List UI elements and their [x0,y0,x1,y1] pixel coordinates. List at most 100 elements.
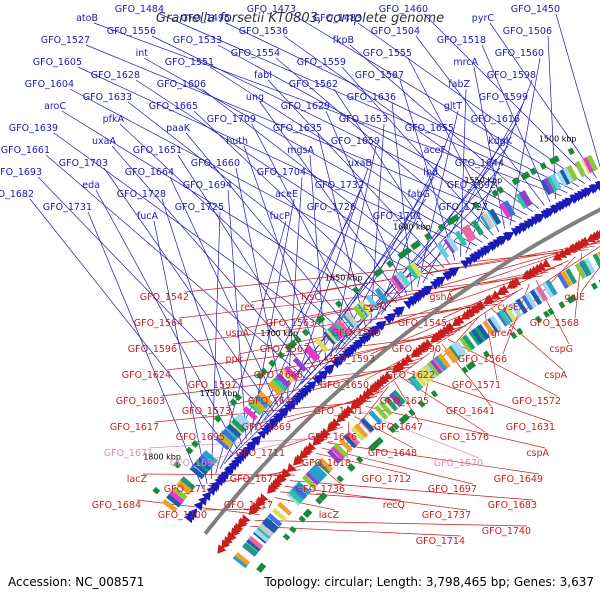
forward-leader-line [489,22,597,178]
forward-leader-line [375,132,451,320]
forward-leader-line [287,176,303,398]
gc-marker [591,282,598,290]
cog-feature-block [384,396,399,412]
gc-marker [371,441,379,450]
forward-gene-arrow [279,406,290,417]
gc-marker [569,294,577,302]
forward-gene-label: GFO_1598 [487,70,536,81]
cog-feature-block [267,513,283,528]
forward-gene-label: GFO_1704 [257,167,306,178]
cog-feature-block [270,378,286,394]
forward-gene-label: fabZ [448,79,470,90]
forward-gene-label: GFO_1450 [511,4,560,15]
cog-feature-block [426,361,441,377]
cog-feature-block [202,450,218,465]
forward-gene-label: fabG [407,189,430,200]
gc-marker [529,167,537,176]
forward-gene-arrow [596,180,600,188]
forward-leader-line [225,22,574,191]
gc-marker [392,422,400,430]
gc-marker [335,300,343,308]
cog-feature-block [540,178,553,196]
gc-marker [403,246,412,255]
reverse-leader-line [326,442,540,475]
cog-feature-block [232,554,249,569]
reverse-gene-label: cspA [526,448,549,459]
forward-gene-arrow [371,325,381,335]
cog-feature-block [421,365,436,381]
forward-gene-label: GFO_1551 [165,57,214,68]
forward-gene-label: GFO_1655 [405,123,454,134]
reverse-gene-arrow [383,370,393,381]
cog-feature-block [462,334,476,351]
gc-marker [448,216,457,224]
reverse-gene-label: GFO_1670 [434,458,483,469]
reverse-gene-arrow [259,493,269,503]
forward-gene-label: gltT [444,101,462,112]
cog-feature-block [489,315,503,332]
forward-gene-label: GFO_1661 [1,145,50,156]
cog-feature-block [580,259,593,276]
reverse-leader-line [249,525,462,537]
cog-feature-block [515,192,528,210]
reverse-gene-arrow [306,441,317,452]
forward-gene-label: GFO_1732 [315,180,364,191]
forward-gene-arrow [435,276,446,286]
reverse-leader-line [148,436,333,449]
gc-marker [496,186,505,194]
forward-leader-line [259,101,402,299]
forward-gene-label: GFO_1692 [447,180,496,191]
forward-gene-label: GFO_1527 [41,35,90,46]
gc-marker [424,232,432,241]
reverse-gene-label: GFO_1683 [488,500,537,511]
forward-leader-line [53,132,346,345]
gc-marker [516,327,524,336]
forward-leader-line [29,198,234,455]
reverse-gene-label: ppk [225,354,243,365]
cog-feature-block [242,406,258,421]
reverse-gene-arrow [476,300,486,309]
forward-gene-label: GFO_1473 [247,4,296,15]
reverse-gene-label: gshA [430,292,454,303]
forward-leader-line [201,88,440,272]
forward-leader-line [45,154,307,380]
gc-marker [256,565,264,573]
gc-marker [260,367,268,376]
reverse-gene-label: uspA [226,328,250,339]
cog-feature-block [521,294,534,311]
forward-leader-line [275,57,489,240]
forward-leader-line [407,57,500,233]
forward-gene-label: aroC [44,101,66,112]
tick-label: 1750 kbp [200,389,238,398]
forward-gene-arrow [535,213,546,223]
gc-marker [539,162,548,170]
forward-gene-label: GFO_1560 [495,48,544,59]
reverse-gene-label: GFO_1566 [458,354,507,365]
cog-feature-block [344,311,359,328]
gc-marker [534,315,542,324]
genome-backbone [203,207,600,535]
gc-marker [302,510,311,518]
reverse-gene-arrow [241,514,251,524]
forward-gene-arrow [376,320,387,330]
cog-feature-block [546,175,559,192]
cog-feature-block [162,498,178,513]
reverse-gene-label: GFO_1647 [374,422,423,433]
cog-feature-block [314,337,329,353]
cog-feature-block [252,396,268,411]
forward-gene-arrow [210,480,221,491]
cog-feature-block [524,292,538,309]
reverse-leader-line [142,473,296,476]
cog-feature-block [242,542,259,556]
cog-feature-block [199,454,215,469]
forward-leader-line [111,145,312,375]
cog-feature-block [582,156,595,174]
cog-feature-block [261,519,277,534]
reverse-leader-line [268,499,270,504]
gc-marker [373,269,381,278]
reverse-gene-label: GFO_1740 [482,526,531,537]
gc-marker [376,267,384,276]
gc-marker [229,398,238,407]
forward-gene-label: GFO_1504 [371,26,420,37]
